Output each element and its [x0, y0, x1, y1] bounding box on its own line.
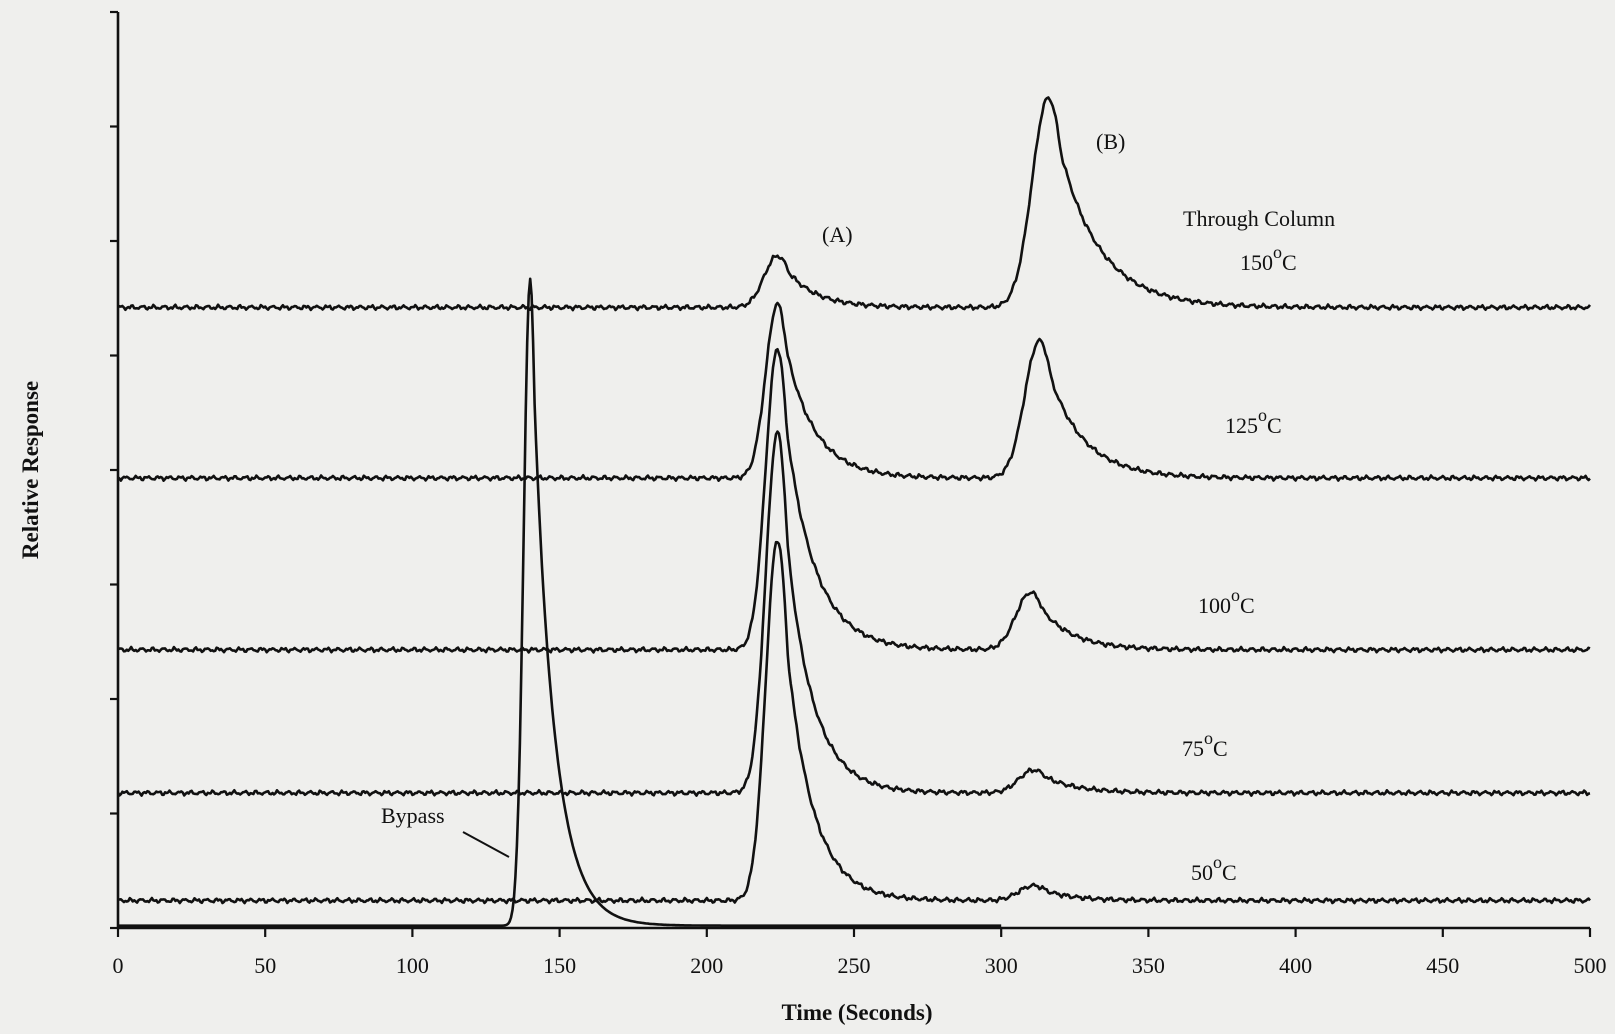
peak-b-label: (B) — [1096, 129, 1125, 154]
trace-75-c — [116, 430, 1591, 797]
y-axis-ticks — [110, 10, 118, 930]
trace-50-c — [117, 540, 1591, 905]
x-tick-label-150: 150 — [543, 953, 576, 978]
x-tick-label-250: 250 — [838, 953, 871, 978]
x-tick-label-300: 300 — [985, 953, 1018, 978]
trace-bypass — [118, 277, 1002, 927]
x-axis-tick-labels: 0 50 100 150 200 250 300 350 400 450 500 — [113, 953, 1607, 978]
x-tick-label-0: 0 — [113, 953, 124, 978]
bypass-pointer — [462, 831, 510, 858]
x-tick-label-400: 400 — [1279, 953, 1312, 978]
y-axis-title: Relative Response — [18, 381, 43, 559]
x-tick-label-50: 50 — [254, 953, 276, 978]
through-column-label: Through Column — [1183, 206, 1335, 231]
trace-150-c — [117, 96, 1592, 312]
peak-a-label: (A) — [822, 222, 853, 247]
x-tick-label-450: 450 — [1426, 953, 1459, 978]
curve-label-75C: 75oC — [1182, 728, 1228, 761]
chromatogram-traces — [116, 96, 1592, 927]
trace-100-c — [117, 348, 1591, 654]
x-axis-title: Time (Seconds) — [782, 1000, 933, 1025]
trace-125-c — [117, 301, 1591, 482]
x-tick-label-100: 100 — [396, 953, 429, 978]
x-tick-label-350: 350 — [1132, 953, 1165, 978]
curve-label-50C: 50oC — [1191, 852, 1237, 885]
bypass-label: Bypass — [381, 803, 445, 828]
curve-label-150C: 150oC — [1240, 242, 1297, 275]
x-tick-label-200: 200 — [690, 953, 723, 978]
x-axis-ticks — [116, 928, 1592, 937]
curve-label-125C: 125oC — [1225, 405, 1282, 438]
curve-label-100C: 100oC — [1198, 585, 1255, 618]
x-tick-label-500: 500 — [1574, 953, 1607, 978]
